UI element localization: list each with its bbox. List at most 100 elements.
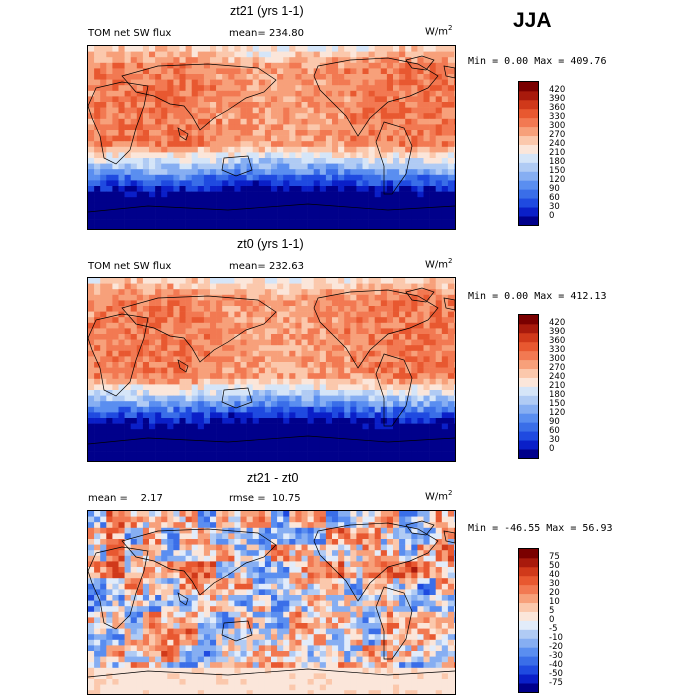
field-cell — [380, 451, 388, 458]
field-cell — [246, 283, 253, 290]
field-cell — [167, 197, 174, 204]
field-cell — [179, 146, 186, 153]
field-cell — [252, 533, 260, 540]
field-cell — [130, 567, 138, 573]
field-cell — [374, 334, 382, 340]
field-cell — [307, 544, 314, 551]
field-cell — [185, 578, 192, 585]
field-cell — [222, 429, 229, 436]
field-cell — [313, 555, 321, 562]
field-cell — [423, 278, 430, 284]
field-cell — [405, 208, 412, 215]
field-cell — [386, 434, 394, 441]
field-cell — [368, 395, 375, 402]
field-cell — [106, 51, 113, 58]
field-cell — [264, 345, 272, 352]
field-cell — [100, 68, 107, 75]
field-cell — [429, 158, 436, 164]
field-cell — [362, 334, 369, 340]
field-cell — [112, 334, 119, 340]
field-cell — [252, 85, 260, 92]
field-cell — [441, 113, 449, 120]
field-cell — [112, 278, 119, 284]
field-cell — [325, 429, 333, 436]
field-cell — [441, 118, 449, 125]
field-cell — [203, 96, 211, 103]
field-cell — [258, 174, 266, 181]
field-cell — [185, 390, 192, 396]
field-cell — [100, 350, 107, 357]
field-cell — [155, 85, 162, 92]
field-cell — [399, 561, 406, 568]
field-cell — [161, 197, 168, 204]
field-cell — [271, 339, 278, 346]
field-cell — [380, 440, 388, 447]
field-cell — [124, 294, 131, 301]
field-cell — [344, 516, 351, 523]
field-cell — [118, 102, 125, 108]
field-cell — [325, 46, 333, 52]
field-cell — [222, 589, 229, 596]
field-cell — [283, 62, 290, 69]
coastline — [405, 287, 435, 303]
field-cell — [295, 434, 302, 441]
field-cell — [338, 322, 345, 329]
field-cell — [106, 516, 113, 523]
field-cell — [283, 180, 290, 187]
field-cell — [191, 589, 199, 596]
field-cell — [142, 113, 150, 120]
field-cell — [435, 412, 443, 419]
field-cell — [100, 533, 107, 540]
field-cell — [161, 522, 168, 529]
field-cell — [399, 567, 406, 573]
field-cell — [142, 79, 150, 86]
field-cell — [222, 384, 229, 391]
field-cell — [350, 367, 357, 374]
field-cell — [405, 46, 412, 52]
field-cell — [368, 317, 375, 324]
field-cell — [228, 362, 235, 368]
field-cell — [332, 367, 339, 374]
field-cell — [173, 107, 180, 114]
field-cell — [325, 135, 333, 142]
field-cell — [271, 124, 278, 131]
field-cell — [332, 311, 339, 318]
field-cell — [283, 174, 290, 181]
field-cell — [368, 118, 375, 125]
field-cell — [124, 589, 131, 596]
field-cell — [246, 446, 253, 452]
field-cell — [88, 79, 95, 86]
field-cell — [356, 306, 363, 312]
field-cell — [136, 356, 144, 363]
field-cell — [161, 423, 168, 430]
field-cell — [301, 202, 308, 209]
field-cell — [216, 163, 223, 170]
field-cell — [155, 169, 162, 176]
field-cell — [264, 294, 272, 301]
field-cell — [313, 118, 321, 125]
field-cell — [368, 57, 375, 64]
field-cell — [130, 118, 138, 125]
field-cell — [271, 589, 278, 596]
field-cell — [210, 202, 217, 209]
field-cell — [277, 300, 284, 307]
field-cell — [277, 516, 284, 523]
field-cell — [301, 214, 308, 220]
field-cell — [319, 294, 327, 301]
field-cell — [429, 96, 436, 103]
field-cell — [454, 367, 455, 374]
field-cell — [106, 451, 113, 458]
field-cell — [88, 85, 95, 92]
field-cell — [313, 395, 321, 402]
field-cell — [149, 390, 156, 396]
field-cell — [130, 555, 138, 562]
field-cell — [417, 90, 424, 97]
field-cell — [313, 350, 321, 357]
field-cell — [100, 306, 107, 312]
field-cell — [203, 550, 211, 557]
field-cell — [447, 362, 455, 368]
field-cell — [435, 130, 443, 136]
field-cell — [228, 283, 235, 290]
field-cell — [161, 102, 168, 108]
field-cell — [185, 306, 192, 312]
